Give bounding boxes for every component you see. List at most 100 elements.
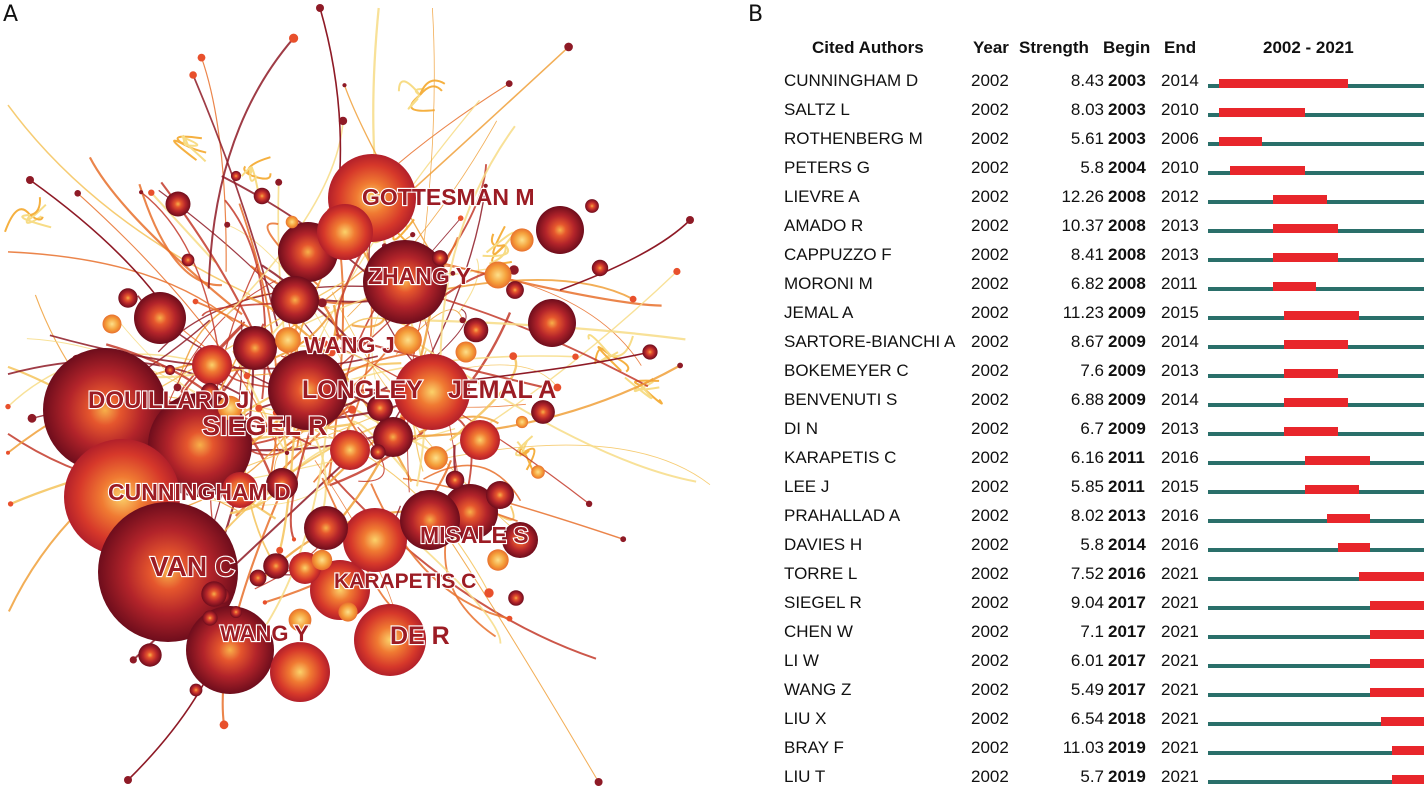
burst-bar [1305, 456, 1370, 465]
network-node [677, 362, 683, 369]
network-node [74, 190, 81, 197]
burst-bar [1370, 688, 1424, 697]
table-row: CAPPUZZO F 2002 8.41 2008 2013 [780, 240, 1424, 269]
network-node [129, 656, 137, 664]
network-node [394, 326, 422, 354]
burst-bar [1272, 195, 1327, 204]
begin-cell: 2019 [1108, 738, 1146, 757]
network-link [192, 74, 279, 327]
network-link [373, 185, 487, 454]
network-node [253, 187, 271, 205]
network-node [506, 281, 524, 299]
network-node [455, 341, 477, 363]
begin-cell: 2008 [1108, 187, 1146, 206]
network-node [165, 191, 191, 217]
network-node [148, 189, 155, 196]
author-cell: CHEN W [784, 622, 853, 641]
network-node [502, 522, 538, 558]
table-row: LI W 2002 6.01 2017 2021 [780, 646, 1424, 675]
network-node [348, 405, 357, 414]
burst-bar [1272, 282, 1316, 291]
year-cell: 2002 [971, 448, 1009, 467]
node-label-karapetis: KARAPETIS C [334, 570, 476, 593]
author-cell: PETERS G [784, 158, 870, 177]
network-node [310, 560, 370, 620]
network-node [262, 600, 268, 605]
author-cell: MORONI M [784, 274, 873, 293]
burst-bar [1370, 659, 1424, 668]
author-cell: BOKEMEYER C [784, 361, 909, 380]
strength-cell: 9.04 [1070, 593, 1104, 612]
end-cell: 2015 [1161, 477, 1199, 496]
network-node [255, 404, 263, 412]
network-link [597, 346, 622, 372]
burst-bar [1391, 746, 1424, 755]
network-link [469, 351, 651, 381]
network-link [21, 214, 52, 229]
network-node [200, 382, 220, 402]
begin-cell: 2011 [1108, 448, 1145, 467]
strength-cell: 8.02 [1070, 506, 1104, 525]
network-node [363, 240, 447, 324]
strength-cell: 7.1 [1080, 622, 1104, 641]
network-node [197, 53, 206, 62]
node-label-siegel: SIEGEL R [202, 411, 328, 441]
network-node [275, 327, 301, 353]
network-node [266, 468, 298, 500]
table-row: DAVIES H 2002 5.8 2014 2016 [780, 530, 1424, 559]
network-node [460, 420, 500, 460]
network-node [531, 465, 545, 479]
network-node [189, 71, 197, 79]
strength-cell: 5.8 [1080, 158, 1104, 177]
network-node [484, 261, 512, 289]
strength-cell: 5.8 [1080, 535, 1104, 554]
timeline-track [1208, 722, 1424, 726]
network-link [624, 376, 653, 400]
begin-cell: 2009 [1108, 419, 1146, 438]
network-node [445, 470, 465, 490]
timeline-track [1208, 142, 1424, 146]
network-node [102, 314, 122, 334]
end-cell: 2016 [1161, 506, 1199, 525]
end-cell: 2010 [1161, 100, 1199, 119]
network-link [4, 208, 31, 233]
network-node [509, 352, 518, 360]
network-link [207, 37, 295, 289]
node-label-de-r: DE R [390, 622, 450, 650]
node-label-gottesman: GOTTESMAN M [362, 184, 535, 210]
year-cell: 2002 [971, 274, 1009, 293]
burst-bar [1337, 543, 1370, 552]
end-cell: 2010 [1161, 158, 1199, 177]
co-citation-network: GOTTESMAN M ZHANG Y WANG J LONGLEY JEMAL… [4, 4, 711, 786]
network-node [139, 190, 144, 195]
author-cell: WANG Z [784, 680, 852, 699]
network-node [515, 415, 529, 429]
node-label-longley: LONGLEY [302, 376, 423, 404]
network-link [334, 333, 544, 389]
table-row: WANG Z 2002 5.49 2017 2021 [780, 675, 1424, 704]
network-node [189, 683, 203, 697]
year-cell: 2002 [971, 593, 1009, 612]
network-node [6, 450, 10, 455]
strength-cell: 8.67 [1070, 332, 1104, 351]
network-node [285, 215, 299, 229]
strength-cell: 6.01 [1070, 651, 1104, 670]
table-row: SALTZ L 2002 8.03 2003 2010 [780, 95, 1424, 124]
node-label-cunningham: CUNNINGHAM D [108, 479, 291, 505]
begin-cell: 2016 [1108, 564, 1146, 583]
network-node [342, 83, 347, 88]
network-link [492, 225, 506, 256]
end-cell: 2021 [1161, 593, 1199, 612]
table-row: BENVENUTI S 2002 6.88 2009 2014 [780, 385, 1424, 414]
year-cell: 2002 [971, 245, 1009, 264]
network-node [459, 317, 466, 324]
network-link [439, 125, 516, 363]
author-cell: PRAHALLAD A [784, 506, 901, 525]
network-link [331, 317, 419, 353]
strength-cell: 8.41 [1070, 245, 1104, 264]
network-node [276, 546, 284, 554]
begin-cell: 2017 [1108, 593, 1146, 612]
year-cell: 2002 [971, 361, 1009, 380]
network-link [29, 214, 44, 221]
network-link [587, 334, 611, 356]
